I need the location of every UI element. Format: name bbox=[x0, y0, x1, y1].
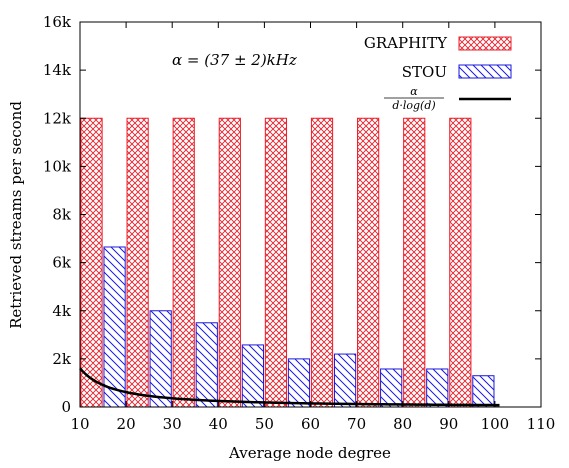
graphity-bar bbox=[449, 117, 472, 408]
x-tick-label: 80 bbox=[393, 415, 412, 433]
x-tick-label: 30 bbox=[163, 415, 182, 433]
stou-bar bbox=[149, 310, 172, 408]
x-tick-label: 20 bbox=[117, 415, 136, 433]
graphity-bar bbox=[172, 117, 195, 408]
stou-bar bbox=[241, 344, 264, 408]
x-tick-label: 10 bbox=[70, 415, 89, 433]
legend-label-fit-denominator: d·log(d) bbox=[392, 99, 435, 112]
stou-bar bbox=[333, 353, 357, 408]
y-tick-label: 10k bbox=[43, 157, 72, 175]
graphity-bar bbox=[264, 117, 288, 408]
legend: GRAPHITY STOU α d·log(d) bbox=[364, 34, 512, 112]
legend-swatch-stou bbox=[458, 64, 512, 79]
graphity-bar bbox=[126, 117, 149, 408]
alpha-annotation: α = (37 ± 2)kHz bbox=[172, 51, 297, 69]
plot-frame bbox=[79, 21, 542, 408]
graphity-bar bbox=[403, 117, 426, 408]
x-tick-label: 70 bbox=[347, 415, 366, 433]
graphity-bar bbox=[218, 117, 241, 408]
stou-bar bbox=[472, 375, 495, 408]
y-tick-label: 8k bbox=[52, 206, 72, 224]
x-tick-label: 110 bbox=[527, 415, 556, 433]
stou-bar bbox=[426, 368, 449, 408]
legend-swatch-graphity bbox=[458, 36, 512, 51]
y-tick-label: 12k bbox=[43, 109, 72, 127]
y-axis: 0 2k 4k 6k 8k 10k 12k 14k 16k bbox=[43, 13, 541, 416]
x-tick-label: 90 bbox=[439, 415, 458, 433]
stou-bars bbox=[103, 246, 495, 408]
graphity-bar bbox=[357, 117, 380, 408]
legend-label-stou: STOU bbox=[402, 63, 447, 81]
y-axis-label: Retrieved streams per second bbox=[7, 101, 25, 329]
stou-bar bbox=[103, 246, 126, 408]
x-tick-label: 50 bbox=[255, 415, 274, 433]
x-tick-label: 100 bbox=[481, 415, 510, 433]
graphity-bar bbox=[310, 117, 334, 408]
legend-label-graphity: GRAPHITY bbox=[364, 34, 448, 52]
legend-label-fit-numerator: α bbox=[410, 85, 418, 98]
x-tick-label: 60 bbox=[301, 415, 320, 433]
y-tick-label: 6k bbox=[52, 254, 72, 272]
y-tick-label: 14k bbox=[43, 61, 72, 79]
stou-bar bbox=[195, 322, 218, 408]
y-tick-label: 0 bbox=[61, 398, 71, 416]
y-tick-label: 4k bbox=[52, 302, 72, 320]
stou-bar bbox=[287, 358, 311, 408]
fit-curve-line bbox=[79, 367, 500, 407]
x-axis: 10 20 30 40 50 60 70 80 90 100 110 bbox=[70, 22, 555, 433]
y-tick-label: 16k bbox=[43, 13, 72, 31]
x-tick-label: 40 bbox=[209, 415, 228, 433]
graphity-bars bbox=[80, 117, 472, 408]
y-tick-label: 2k bbox=[52, 350, 72, 368]
x-axis-label: Average node degree bbox=[228, 444, 391, 462]
stou-bar bbox=[380, 368, 403, 408]
